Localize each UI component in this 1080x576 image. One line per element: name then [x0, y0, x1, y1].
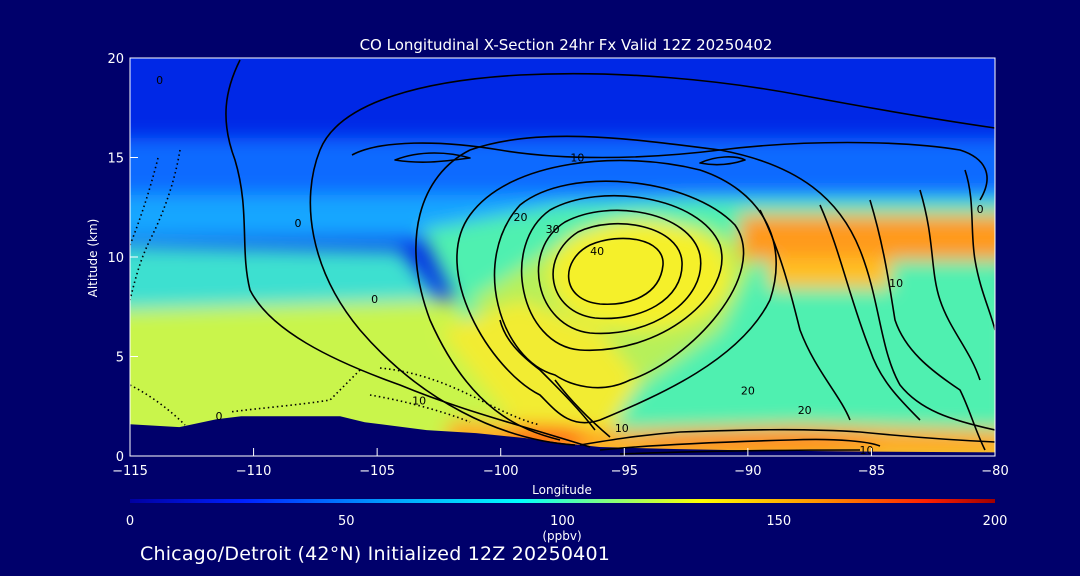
- chart-title: CO Longitudinal X-Section 24hr Fx Valid …: [360, 36, 773, 54]
- x-tick-label: −105: [359, 464, 395, 479]
- contour-label: 10: [570, 152, 584, 165]
- contour-label: 10: [412, 394, 426, 407]
- colorbar-tick-label: 200: [983, 514, 1008, 529]
- x-tick-label: −100: [483, 464, 519, 479]
- contour-lines: [225, 59, 995, 455]
- y-tick-label: 15: [107, 152, 124, 167]
- co-field: [130, 58, 995, 456]
- x-tick-label: −115: [112, 464, 148, 479]
- contour-label: 20: [513, 211, 527, 224]
- x-axis-label: Longitude: [532, 483, 592, 497]
- x-tick-label: −80: [981, 464, 1008, 479]
- terrain-mask: [130, 416, 995, 456]
- colorbar-tick-label: 50: [338, 514, 355, 529]
- contour-label: 10: [859, 444, 873, 457]
- x-axis: −115 −110 −105 −100 −95 −90 −85 −80: [112, 448, 1009, 479]
- contour-label: 0: [156, 74, 163, 87]
- contour-label: 10: [889, 277, 903, 290]
- caption: Chicago/Detroit (42°N) Initialized 12Z 2…: [140, 543, 611, 565]
- dotted-contours: [130, 149, 541, 426]
- contour-label: 10: [615, 422, 629, 435]
- colorbar-ticks: 0 50 100 150 200: [126, 514, 1008, 529]
- x-tick-label: −110: [236, 464, 272, 479]
- y-axis: 0 5 10 15 20: [107, 52, 138, 465]
- y-tick-label: 0: [116, 450, 124, 465]
- x-tick-label: −85: [858, 464, 885, 479]
- colorbar-tick-label: 0: [126, 514, 134, 529]
- colorbar-tick-label: 100: [550, 514, 575, 529]
- contour-label: 20: [798, 404, 812, 417]
- contour-label: 0: [295, 217, 302, 230]
- colorbar-unit: (ppbv): [542, 529, 581, 543]
- colorbar-tick-label: 150: [766, 514, 791, 529]
- colorbar: [130, 499, 995, 503]
- contour-label: 30: [546, 223, 560, 236]
- contour-label: 0: [215, 410, 222, 423]
- contour-label: 20: [741, 384, 755, 397]
- contour-label: 40: [590, 245, 604, 258]
- contour-label: 0: [371, 293, 378, 306]
- y-axis-label: Altitude (km): [86, 219, 100, 298]
- contour-labels: 0 10 0 20 30 40 0 10 0 20 20 10 0 10 10: [156, 74, 984, 457]
- y-tick-label: 10: [107, 251, 124, 266]
- y-tick-label: 20: [107, 52, 124, 67]
- x-tick-label: −90: [734, 464, 761, 479]
- contour-label: 0: [977, 203, 984, 216]
- y-tick-label: 5: [116, 351, 124, 366]
- x-tick-label: −95: [611, 464, 638, 479]
